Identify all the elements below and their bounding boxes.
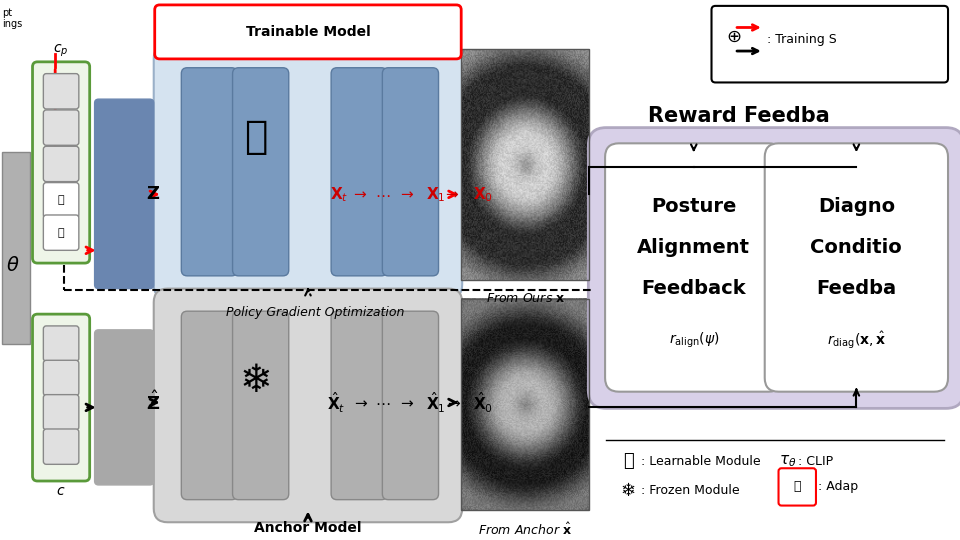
- FancyBboxPatch shape: [382, 68, 439, 276]
- FancyBboxPatch shape: [155, 5, 461, 59]
- Text: From Anchor $\hat{\mathbf{x}}$: From Anchor $\hat{\mathbf{x}}$: [478, 522, 572, 538]
- Text: $\cdots$: $\cdots$: [374, 395, 390, 410]
- Text: Alignment: Alignment: [637, 238, 751, 257]
- Text: $\hat{\mathbf{Z}}$: $\hat{\mathbf{Z}}$: [146, 390, 159, 414]
- FancyBboxPatch shape: [43, 429, 79, 464]
- Text: Feedback: Feedback: [641, 279, 746, 298]
- Text: $c$: $c$: [57, 484, 66, 498]
- Bar: [2, 152, 30, 343]
- Text: $\rightarrow$: $\rightarrow$: [443, 187, 460, 202]
- Text: $r_{\mathrm{diag}}(\mathbf{x}, \hat{\mathbf{x}}$: $r_{\mathrm{diag}}(\mathbf{x}, \hat{\mat…: [827, 330, 886, 352]
- FancyBboxPatch shape: [33, 314, 89, 481]
- Bar: [461, 299, 589, 510]
- FancyBboxPatch shape: [232, 311, 289, 500]
- Text: $\rightarrow$: $\rightarrow$: [352, 395, 370, 410]
- Text: pt
ings: pt ings: [2, 8, 22, 30]
- FancyBboxPatch shape: [43, 73, 79, 109]
- FancyBboxPatch shape: [779, 468, 816, 505]
- Text: $r_{\mathrm{align}}(\psi)$: $r_{\mathrm{align}}(\psi)$: [668, 331, 719, 350]
- Text: From Ours $\mathbf{x}$: From Ours $\mathbf{x}$: [486, 292, 564, 305]
- Text: : Training S: : Training S: [767, 33, 836, 46]
- Text: $\hat{\mathbf{X}}_{1}$: $\hat{\mathbf{X}}_{1}$: [425, 390, 445, 415]
- Text: Diagno: Diagno: [818, 197, 895, 215]
- Text: Conditio: Conditio: [810, 238, 902, 257]
- Text: $c_p$: $c_p$: [54, 43, 69, 59]
- Text: $\mathbf{X}_{t}$: $\mathbf{X}_{t}$: [330, 185, 348, 204]
- Text: $\cdots$: $\cdots$: [374, 187, 390, 202]
- FancyBboxPatch shape: [331, 68, 387, 276]
- Text: $\rightarrow$: $\rightarrow$: [444, 395, 462, 410]
- FancyBboxPatch shape: [181, 68, 237, 276]
- FancyBboxPatch shape: [43, 395, 79, 430]
- Text: : Frozen Module: : Frozen Module: [640, 484, 739, 497]
- Text: Reward Feedba: Reward Feedba: [648, 106, 830, 126]
- FancyBboxPatch shape: [588, 127, 960, 408]
- Text: $\mathbf{Z}$: $\mathbf{Z}$: [146, 185, 159, 204]
- Text: Anchor Model: Anchor Model: [254, 521, 362, 535]
- Text: $\rightarrow$: $\rightarrow$: [397, 395, 415, 410]
- FancyBboxPatch shape: [711, 6, 948, 83]
- FancyBboxPatch shape: [43, 110, 79, 145]
- Text: : Learnable Module: : Learnable Module: [640, 455, 760, 468]
- FancyBboxPatch shape: [43, 146, 79, 181]
- Text: 🔥: 🔥: [623, 453, 635, 470]
- FancyBboxPatch shape: [605, 143, 782, 392]
- Text: $\tau_\theta$: $\tau_\theta$: [779, 454, 796, 469]
- FancyBboxPatch shape: [95, 99, 154, 288]
- FancyBboxPatch shape: [43, 326, 79, 361]
- Text: Trainable Model: Trainable Model: [246, 25, 371, 39]
- Text: Posture: Posture: [651, 197, 736, 215]
- Bar: [461, 49, 589, 280]
- Text: $\rightarrow$: $\rightarrow$: [397, 187, 415, 202]
- Text: : CLIP: : CLIP: [798, 455, 837, 468]
- Text: $\mathbf{X}_{0}$: $\mathbf{X}_{0}$: [473, 185, 493, 204]
- Text: Policy Gradient Optimization: Policy Gradient Optimization: [227, 306, 404, 319]
- FancyBboxPatch shape: [43, 360, 79, 396]
- Text: ❄️: ❄️: [240, 362, 273, 400]
- FancyBboxPatch shape: [382, 311, 439, 500]
- FancyBboxPatch shape: [181, 311, 237, 500]
- Text: $\hat{\mathbf{X}}_{0}$: $\hat{\mathbf{X}}_{0}$: [473, 390, 493, 415]
- Text: $\hat{\mathbf{X}}_{t}$: $\hat{\mathbf{X}}_{t}$: [327, 390, 346, 415]
- Text: $\mathbf{X}_{1}$: $\mathbf{X}_{1}$: [425, 185, 445, 204]
- Text: 🔥: 🔥: [58, 228, 64, 238]
- Text: $\rightarrow$: $\rightarrow$: [351, 187, 369, 202]
- FancyBboxPatch shape: [154, 45, 462, 299]
- Text: $\theta$: $\theta$: [6, 255, 19, 274]
- Text: 🔥: 🔥: [58, 195, 64, 205]
- FancyBboxPatch shape: [232, 68, 289, 276]
- Text: Feedba: Feedba: [816, 279, 897, 298]
- FancyBboxPatch shape: [154, 288, 462, 522]
- Text: : Adap: : Adap: [818, 481, 858, 494]
- FancyBboxPatch shape: [95, 330, 154, 485]
- Text: 🔥: 🔥: [794, 481, 801, 494]
- FancyBboxPatch shape: [43, 215, 79, 251]
- FancyBboxPatch shape: [43, 183, 79, 218]
- Text: ❄️: ❄️: [621, 482, 636, 500]
- Text: 🔥: 🔥: [245, 118, 268, 157]
- FancyBboxPatch shape: [33, 62, 89, 263]
- FancyBboxPatch shape: [765, 143, 948, 392]
- FancyBboxPatch shape: [331, 311, 387, 500]
- Text: ⊕: ⊕: [727, 28, 742, 46]
